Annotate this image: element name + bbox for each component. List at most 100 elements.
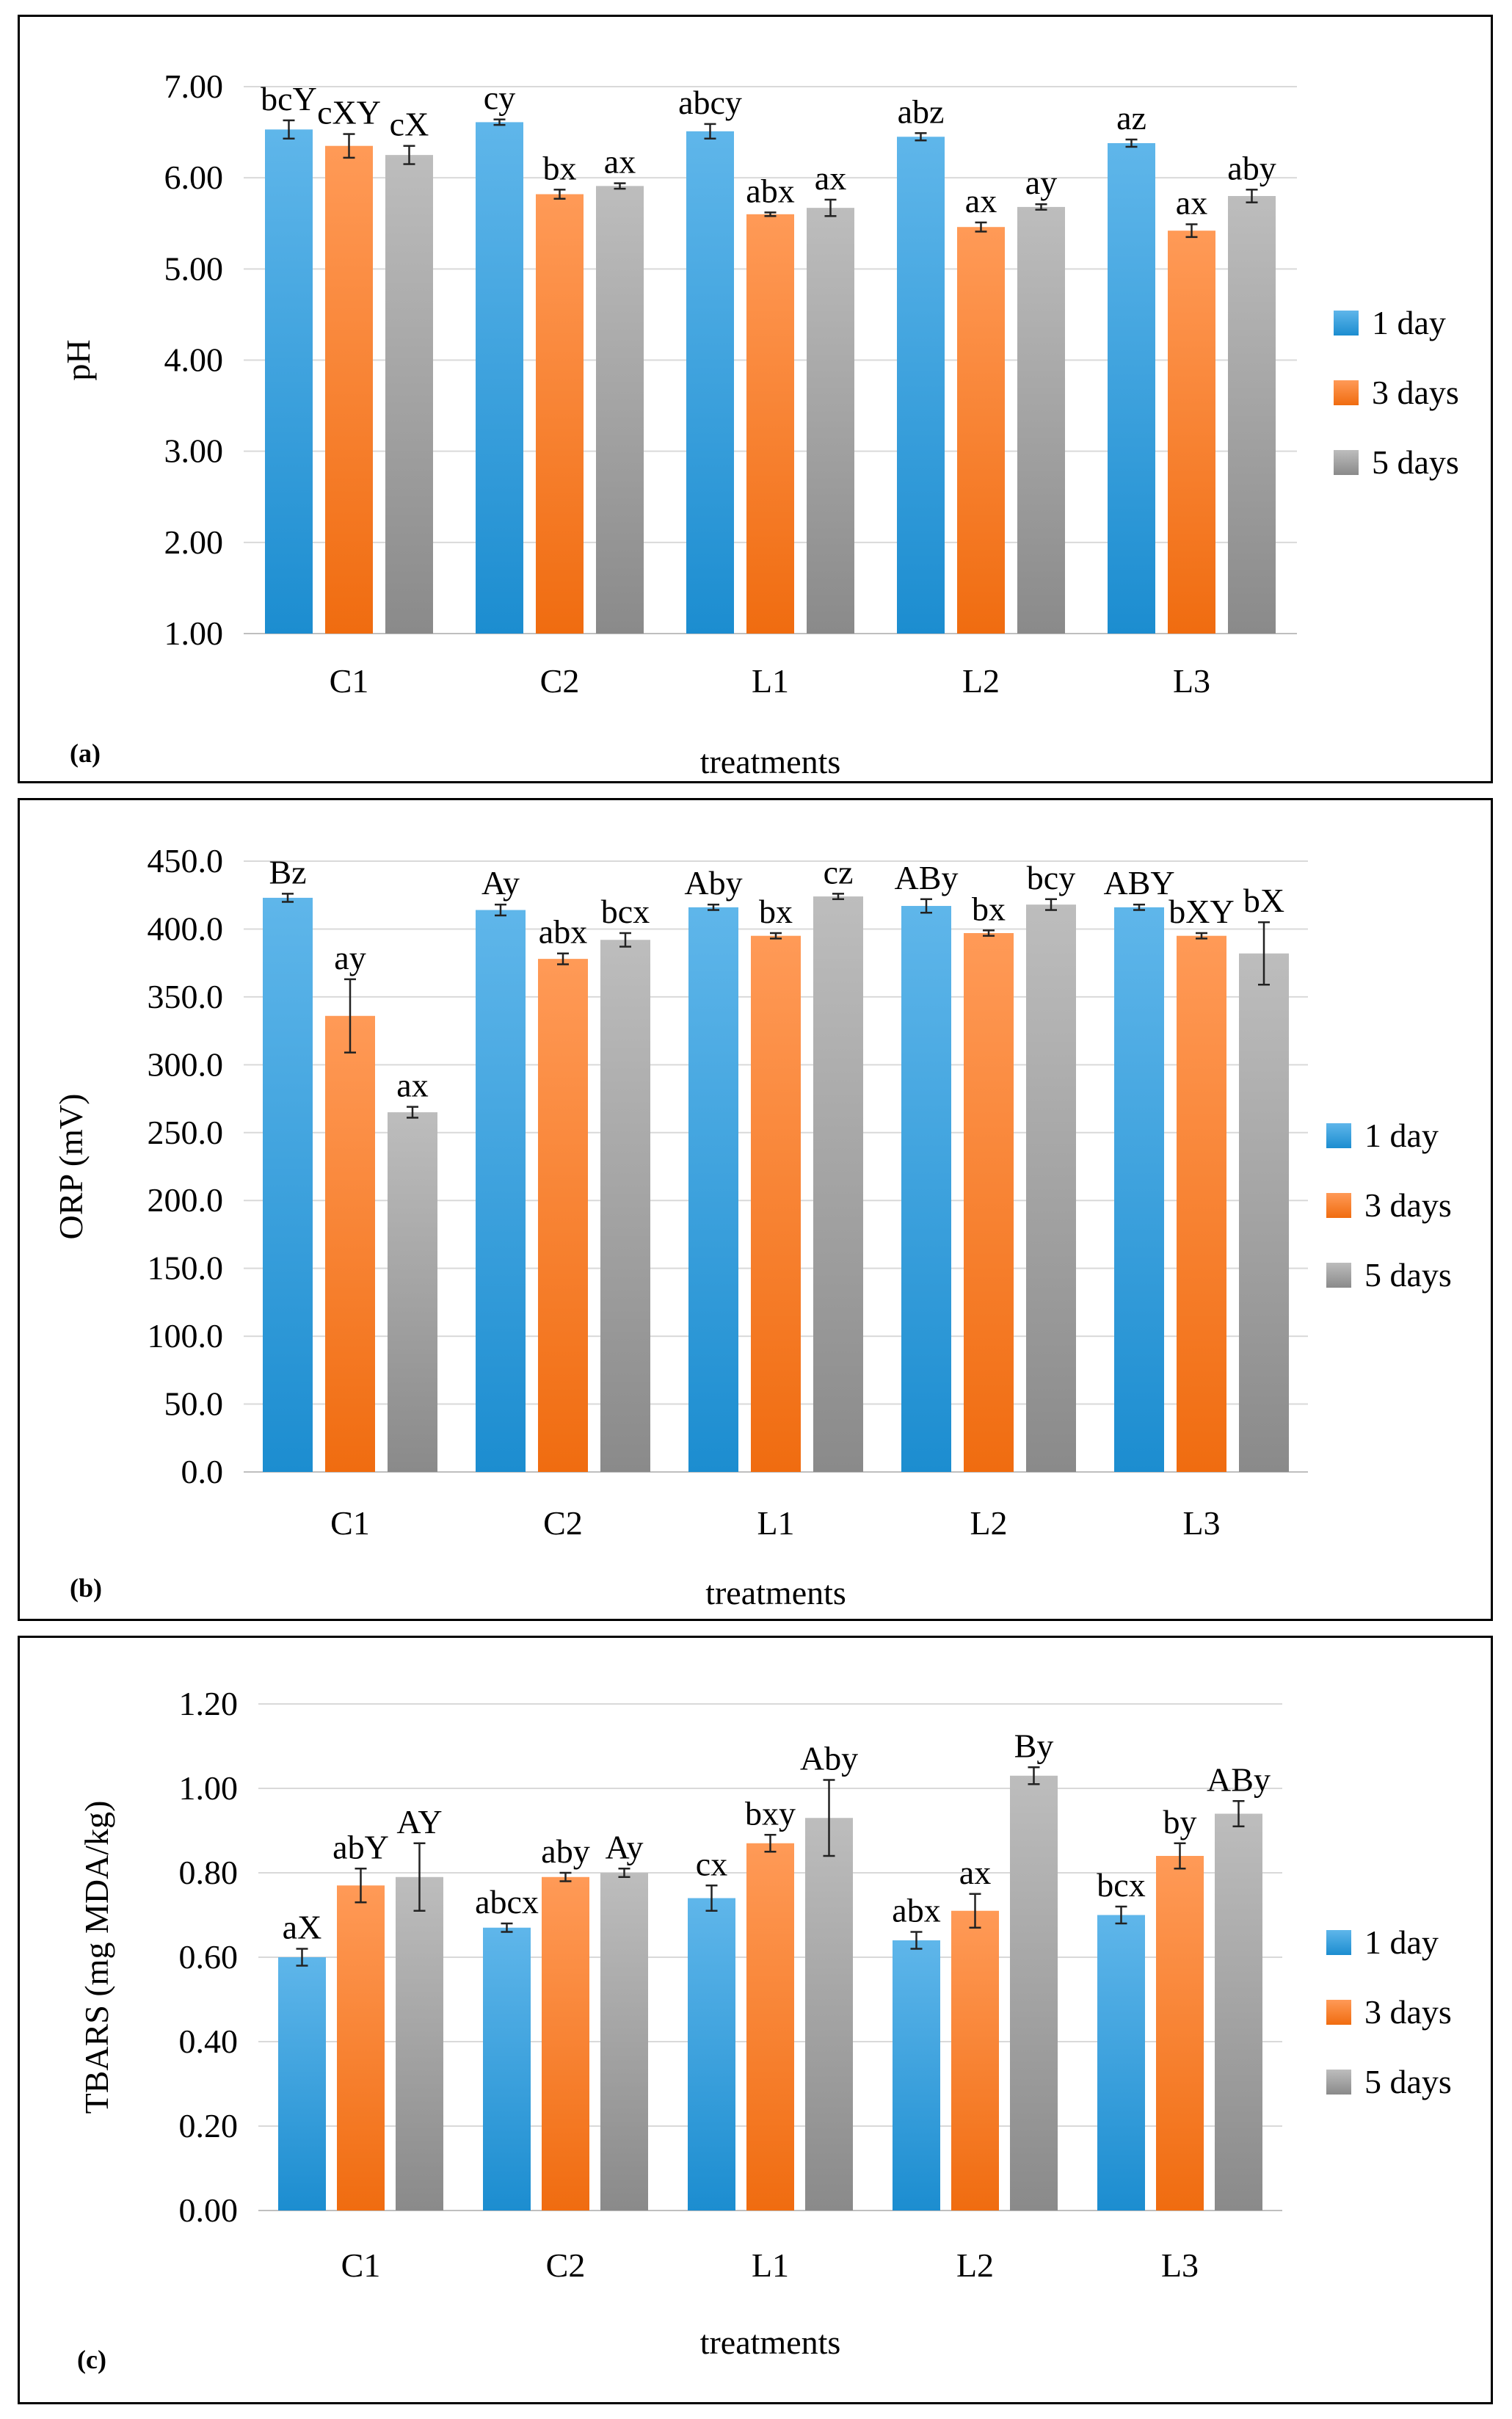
error-bar	[1133, 903, 1145, 911]
data-label: cXY	[317, 94, 381, 131]
bar-L2-1day	[893, 1940, 940, 2211]
data-label: aby	[1227, 149, 1276, 186]
data-label: cx	[696, 1845, 727, 1882]
data-label: ax	[1176, 184, 1207, 221]
bar-L2-5days	[1017, 206, 1065, 634]
legend-label: 1 day	[1372, 304, 1446, 341]
bar-C2-1day	[476, 122, 523, 634]
y-axis-title: pH	[59, 339, 97, 380]
bar-C1-1day	[265, 129, 313, 634]
bar-L3-5days	[1228, 196, 1276, 634]
error-bar	[1125, 138, 1138, 148]
data-label: abcx	[475, 1883, 539, 1921]
data-label: bx	[759, 893, 793, 930]
legend-label: 3 days	[1364, 1993, 1452, 2031]
legend-swatch	[1334, 311, 1359, 336]
bar-L3-3days	[1177, 935, 1226, 1472]
data-label: abY	[332, 1828, 389, 1865]
bar-L3-5days	[1215, 1813, 1262, 2211]
error-bar	[355, 1868, 367, 1904]
category-label: C2	[540, 662, 580, 700]
data-label: cX	[390, 106, 429, 143]
legend-label: 3 days	[1364, 1186, 1452, 1224]
legend-label: 1 day	[1364, 1923, 1439, 1961]
error-bar	[770, 932, 782, 940]
bar-C1-5days	[388, 1112, 437, 1472]
data-label: abz	[898, 93, 945, 130]
error-bar	[1246, 189, 1258, 203]
bar-C1-1day	[278, 1957, 326, 2211]
y-tick-label: 0.80	[179, 1854, 239, 1891]
x-axis-title: treatments	[705, 1574, 846, 1611]
y-tick-label: 450.0	[148, 842, 224, 880]
legend-label: 5 days	[1364, 1256, 1452, 1294]
data-label: abcy	[678, 84, 742, 121]
bar-C2-5days	[600, 1873, 648, 2211]
bar-L2-5days	[1026, 904, 1076, 1472]
error-bar	[983, 929, 995, 937]
y-tick-label: 1.20	[179, 1685, 239, 1722]
error-bar	[493, 118, 506, 126]
data-label: By	[1014, 1727, 1054, 1764]
bar-L2-1day	[901, 906, 951, 1472]
error-bar	[344, 978, 356, 1053]
legend-swatch	[1326, 2070, 1351, 2095]
data-label: bxy	[745, 1794, 796, 1832]
data-label: ay	[334, 939, 366, 976]
data-label: abx	[539, 913, 587, 951]
error-bar	[1035, 203, 1047, 211]
data-label: aX	[283, 1909, 322, 1946]
bar-L1-5days	[813, 896, 863, 1472]
error-bar	[618, 1868, 630, 1878]
data-label: Aby	[800, 1740, 858, 1777]
bar-C1-3days	[337, 1885, 385, 2211]
error-bar	[559, 1871, 572, 1882]
y-tick-label: 0.40	[179, 2023, 239, 2060]
error-bar	[764, 1834, 777, 1853]
data-label: bcx	[601, 893, 650, 930]
y-tick-label: 3.00	[164, 432, 224, 470]
bar-C2-3days	[538, 959, 588, 1472]
panel-label: (a)	[70, 739, 101, 768]
y-tick-label: 400.0	[148, 910, 224, 947]
legend-swatch	[1326, 2000, 1351, 2025]
error-bar	[619, 932, 631, 948]
bar-L3-5days	[1239, 953, 1289, 1472]
data-label: Aby	[684, 864, 742, 902]
bar-L2-3days	[951, 1910, 999, 2211]
error-bar	[708, 903, 719, 911]
bar-L1-3days	[746, 1843, 794, 2211]
data-label: ax	[815, 159, 846, 197]
error-bar	[501, 1922, 513, 1933]
chart-panel-b: 0.0 50.0 100.0 150.0 200.0 250.0 300.0 350.0 400…	[18, 798, 1493, 1621]
data-label: Ay	[606, 1828, 644, 1865]
error-bar	[495, 903, 506, 917]
data-label: Ay	[481, 864, 520, 902]
data-label: bXY	[1168, 893, 1234, 930]
y-axis-title: ORP (mV)	[52, 1094, 90, 1240]
data-label: ABy	[895, 859, 959, 896]
y-axis-title: TBARS (mg MDA/kg)	[78, 1801, 115, 2114]
data-label: aby	[541, 1832, 589, 1870]
chart-a-svg: 1.00 2.00 3.00 4.00 5.00 6.00 7.00 bcY cXY cX C1 cy…	[59, 68, 1459, 780]
bar-C2-1day	[483, 1927, 531, 2211]
data-label: bcy	[1027, 859, 1075, 896]
y-tick-label: 250.0	[148, 1114, 224, 1151]
legend-swatch	[1326, 1123, 1351, 1148]
x-axis-title: treatments	[700, 743, 841, 780]
bar-C2-1day	[476, 910, 526, 1472]
bar-L3-1day	[1097, 1915, 1145, 2211]
error-bar	[824, 198, 837, 217]
bar-L1-3days	[751, 935, 801, 1472]
category-label: C1	[330, 662, 369, 700]
error-bar	[1258, 921, 1270, 986]
error-bar	[282, 893, 294, 903]
bar-L1-1day	[686, 131, 734, 634]
panel-label: (b)	[70, 1573, 102, 1603]
error-bar	[1174, 1842, 1186, 1870]
error-bar	[614, 182, 626, 190]
data-label: cy	[484, 79, 515, 117]
error-bar	[1045, 898, 1057, 911]
bar-C1-3days	[325, 1015, 375, 1472]
chart-b-svg: 0.0 50.0 100.0 150.0 200.0 250.0 300.0 350.0 400…	[52, 842, 1452, 1611]
